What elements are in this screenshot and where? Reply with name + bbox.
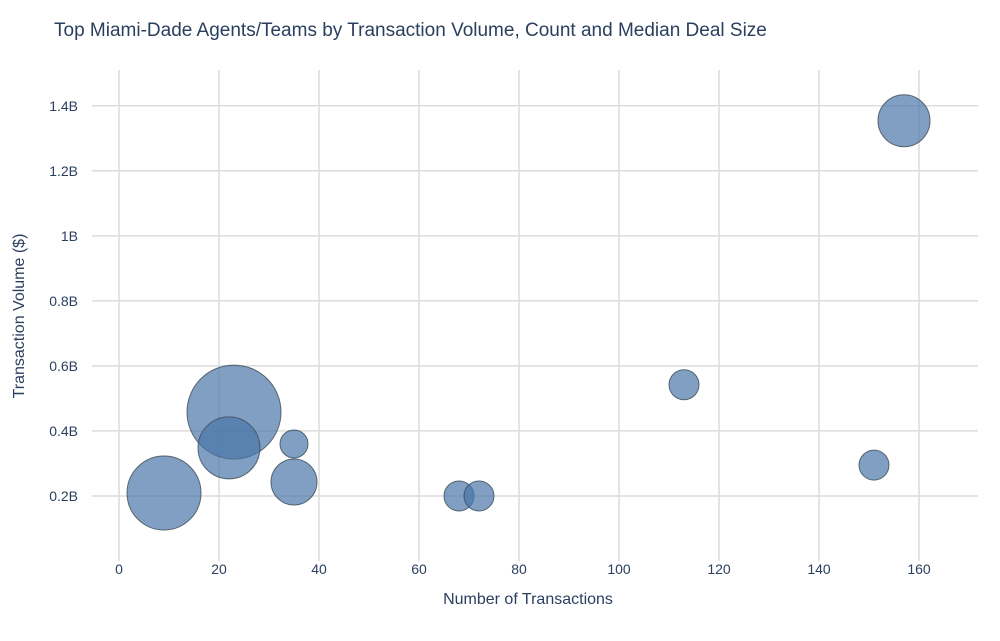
x-tick-label: 140 (807, 561, 831, 577)
bubble (126, 455, 202, 531)
y-tick-label: 1.2B (49, 163, 78, 179)
bubbles (126, 94, 931, 531)
y-tick-label: 0.8B (49, 293, 78, 309)
grid (92, 70, 978, 561)
x-tick-label: 60 (411, 561, 427, 577)
bubble (858, 449, 890, 481)
y-tick-label: 0.6B (49, 358, 78, 374)
bubble (463, 480, 495, 512)
bubble (279, 429, 309, 459)
x-tick-label: 120 (707, 561, 731, 577)
chart-title: Top Miami-Dade Agents/Teams by Transacti… (54, 20, 767, 41)
y-axis-label: Transaction Volume ($) (11, 234, 28, 399)
x-tick-label: 80 (511, 561, 527, 577)
x-tick-label: 20 (211, 561, 227, 577)
x-tick-label: 160 (907, 561, 931, 577)
x-tick-label: 40 (311, 561, 327, 577)
ticks: 0 20 40 60 80 100 120 140 160 0.2B 0.4B 0.6B 0.8B 1B 1… (49, 98, 931, 577)
bubble (877, 94, 931, 148)
bubble (668, 369, 700, 401)
x-axis-label: Number of Transactions (443, 591, 613, 608)
x-tick-label: 100 (607, 561, 631, 577)
y-tick-label: 0.4B (49, 423, 78, 439)
x-tick-label: 0 (115, 561, 123, 577)
y-tick-label: 0.2B (49, 488, 78, 504)
y-tick-label: 1B (61, 228, 78, 244)
bubble (197, 416, 261, 480)
bubble (270, 458, 318, 506)
y-tick-label: 1.4B (49, 98, 78, 114)
